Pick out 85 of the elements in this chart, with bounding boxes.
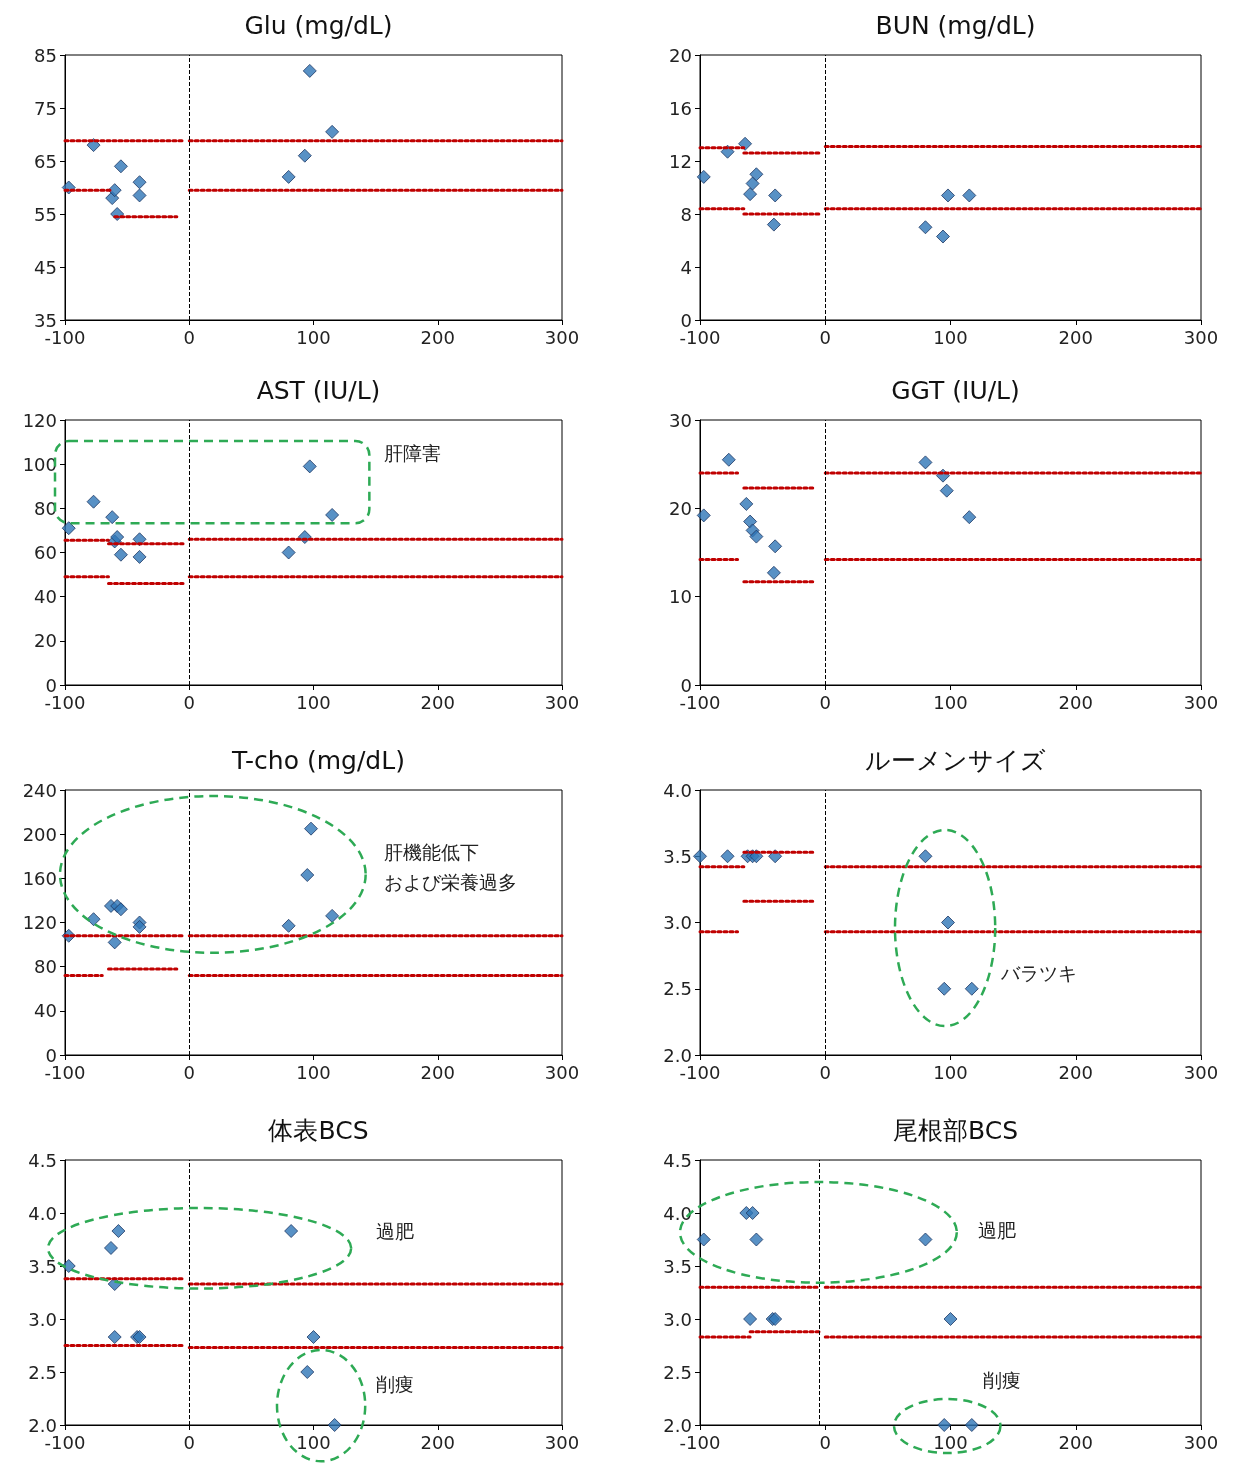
chart-title: T-cho (mg/dL): [231, 746, 405, 775]
x-tick-label: 0: [183, 691, 195, 713]
y-tick-label: 4: [680, 256, 692, 278]
annotation: 過肥: [978, 1218, 1017, 1241]
x-tick-label: 100: [933, 691, 968, 713]
y-tick-label: 3.0: [663, 912, 692, 933]
y-tick-label: 20: [669, 44, 692, 66]
y-tick-label: 20: [34, 630, 57, 652]
x-tick-label: 0: [819, 1061, 831, 1083]
x-tick-label: 300: [1183, 326, 1219, 348]
x-tick-label: 100: [933, 1431, 968, 1453]
y-tick-label: 120: [22, 409, 57, 431]
y-tick-label: 2.5: [663, 1361, 692, 1383]
y-tick-label: 65: [34, 150, 57, 172]
x-tick-label: 100: [933, 1061, 968, 1083]
y-tick-label: 16: [669, 97, 692, 119]
y-tick-label: 3.5: [663, 1255, 692, 1277]
x-tick-label: 200: [420, 326, 455, 348]
x-tick-label: 0: [819, 326, 831, 348]
chart-title: 体表BCS: [268, 1116, 369, 1145]
y-tick-label: 30: [669, 409, 692, 431]
y-tick-label: 12: [669, 150, 692, 172]
y-tick-label: 3.0: [28, 1308, 57, 1330]
x-tick-label: 200: [1058, 691, 1093, 713]
y-tick-label: 60: [34, 542, 57, 563]
y-tick-label: 10: [669, 586, 692, 608]
y-tick-label: 4.0: [663, 779, 692, 801]
y-tick-label: 40: [34, 586, 57, 608]
y-tick-label: 40: [34, 1000, 57, 1022]
y-tick-label: 4.0: [663, 1202, 692, 1224]
chart-title: 尾根部BCS: [892, 1116, 1019, 1145]
annotation: 肝障害: [384, 442, 442, 465]
chart-title: ルーメンサイズ: [865, 746, 1046, 775]
y-tick-label: 85: [34, 44, 57, 66]
y-tick-label: 75: [34, 97, 57, 119]
chart-title: BUN (mg/dL): [875, 11, 1036, 40]
y-tick-label: 4.5: [663, 1149, 692, 1171]
y-tick-label: 8: [680, 203, 692, 225]
y-tick-label: 2.5: [663, 978, 692, 1000]
x-tick-label: 300: [544, 1431, 580, 1453]
x-tick-label: 0: [183, 1061, 195, 1083]
chart-title: AST (IU/L): [256, 376, 381, 405]
annotation: 削痩: [983, 1369, 1022, 1392]
y-tick-label: 120: [22, 912, 57, 933]
y-tick-label: 80: [34, 956, 57, 978]
x-tick-label: 300: [1183, 1431, 1219, 1453]
x-tick-label: 200: [420, 1061, 455, 1083]
x-tick-label: 100: [296, 326, 331, 348]
x-tick-label: 300: [544, 691, 580, 713]
y-tick-label: 55: [34, 203, 57, 225]
x-tick-label: 0: [819, 691, 831, 713]
x-tick-label: 200: [420, 1431, 455, 1453]
x-tick-label: 100: [296, 1061, 331, 1083]
chart-title: GGT (IU/L): [891, 376, 1020, 405]
y-tick-label: 2.5: [28, 1361, 57, 1383]
x-tick-label: 200: [1058, 1061, 1093, 1083]
y-tick-label: 240: [22, 779, 57, 801]
y-tick-label: 3.5: [663, 845, 692, 867]
x-tick-label: 200: [420, 691, 455, 713]
annotation: 肝機能低下: [384, 840, 480, 863]
x-tick-label: 300: [544, 1061, 580, 1083]
x-tick-label: 300: [544, 326, 580, 348]
y-tick-label: 200: [22, 823, 57, 845]
annotation: 削痩: [375, 1372, 414, 1395]
y-tick-label: 45: [34, 256, 57, 278]
chart-title: Glu (mg/dL): [244, 11, 393, 40]
x-tick-label: 300: [1183, 691, 1219, 713]
y-tick-label: 4.5: [28, 1149, 57, 1171]
y-tick-label: 160: [22, 867, 57, 889]
x-tick-label: 100: [933, 326, 968, 348]
x-tick-label: 0: [183, 326, 195, 348]
y-tick-label: 3.5: [28, 1255, 57, 1277]
y-tick-label: 3.0: [663, 1308, 692, 1330]
y-tick-label: 4.0: [28, 1202, 57, 1224]
annotation: および栄養過多: [384, 870, 518, 893]
x-tick-label: 200: [1058, 326, 1093, 348]
annotation: バラツキ: [999, 961, 1077, 984]
x-tick-label: 100: [296, 1431, 331, 1453]
x-tick-label: 0: [819, 1431, 831, 1453]
y-tick-label: 20: [669, 497, 692, 519]
x-tick-label: 300: [1183, 1061, 1219, 1083]
x-tick-label: 200: [1058, 1431, 1093, 1453]
x-tick-label: 0: [183, 1431, 195, 1453]
x-tick-label: 100: [296, 691, 331, 713]
annotation: 過肥: [375, 1220, 414, 1243]
